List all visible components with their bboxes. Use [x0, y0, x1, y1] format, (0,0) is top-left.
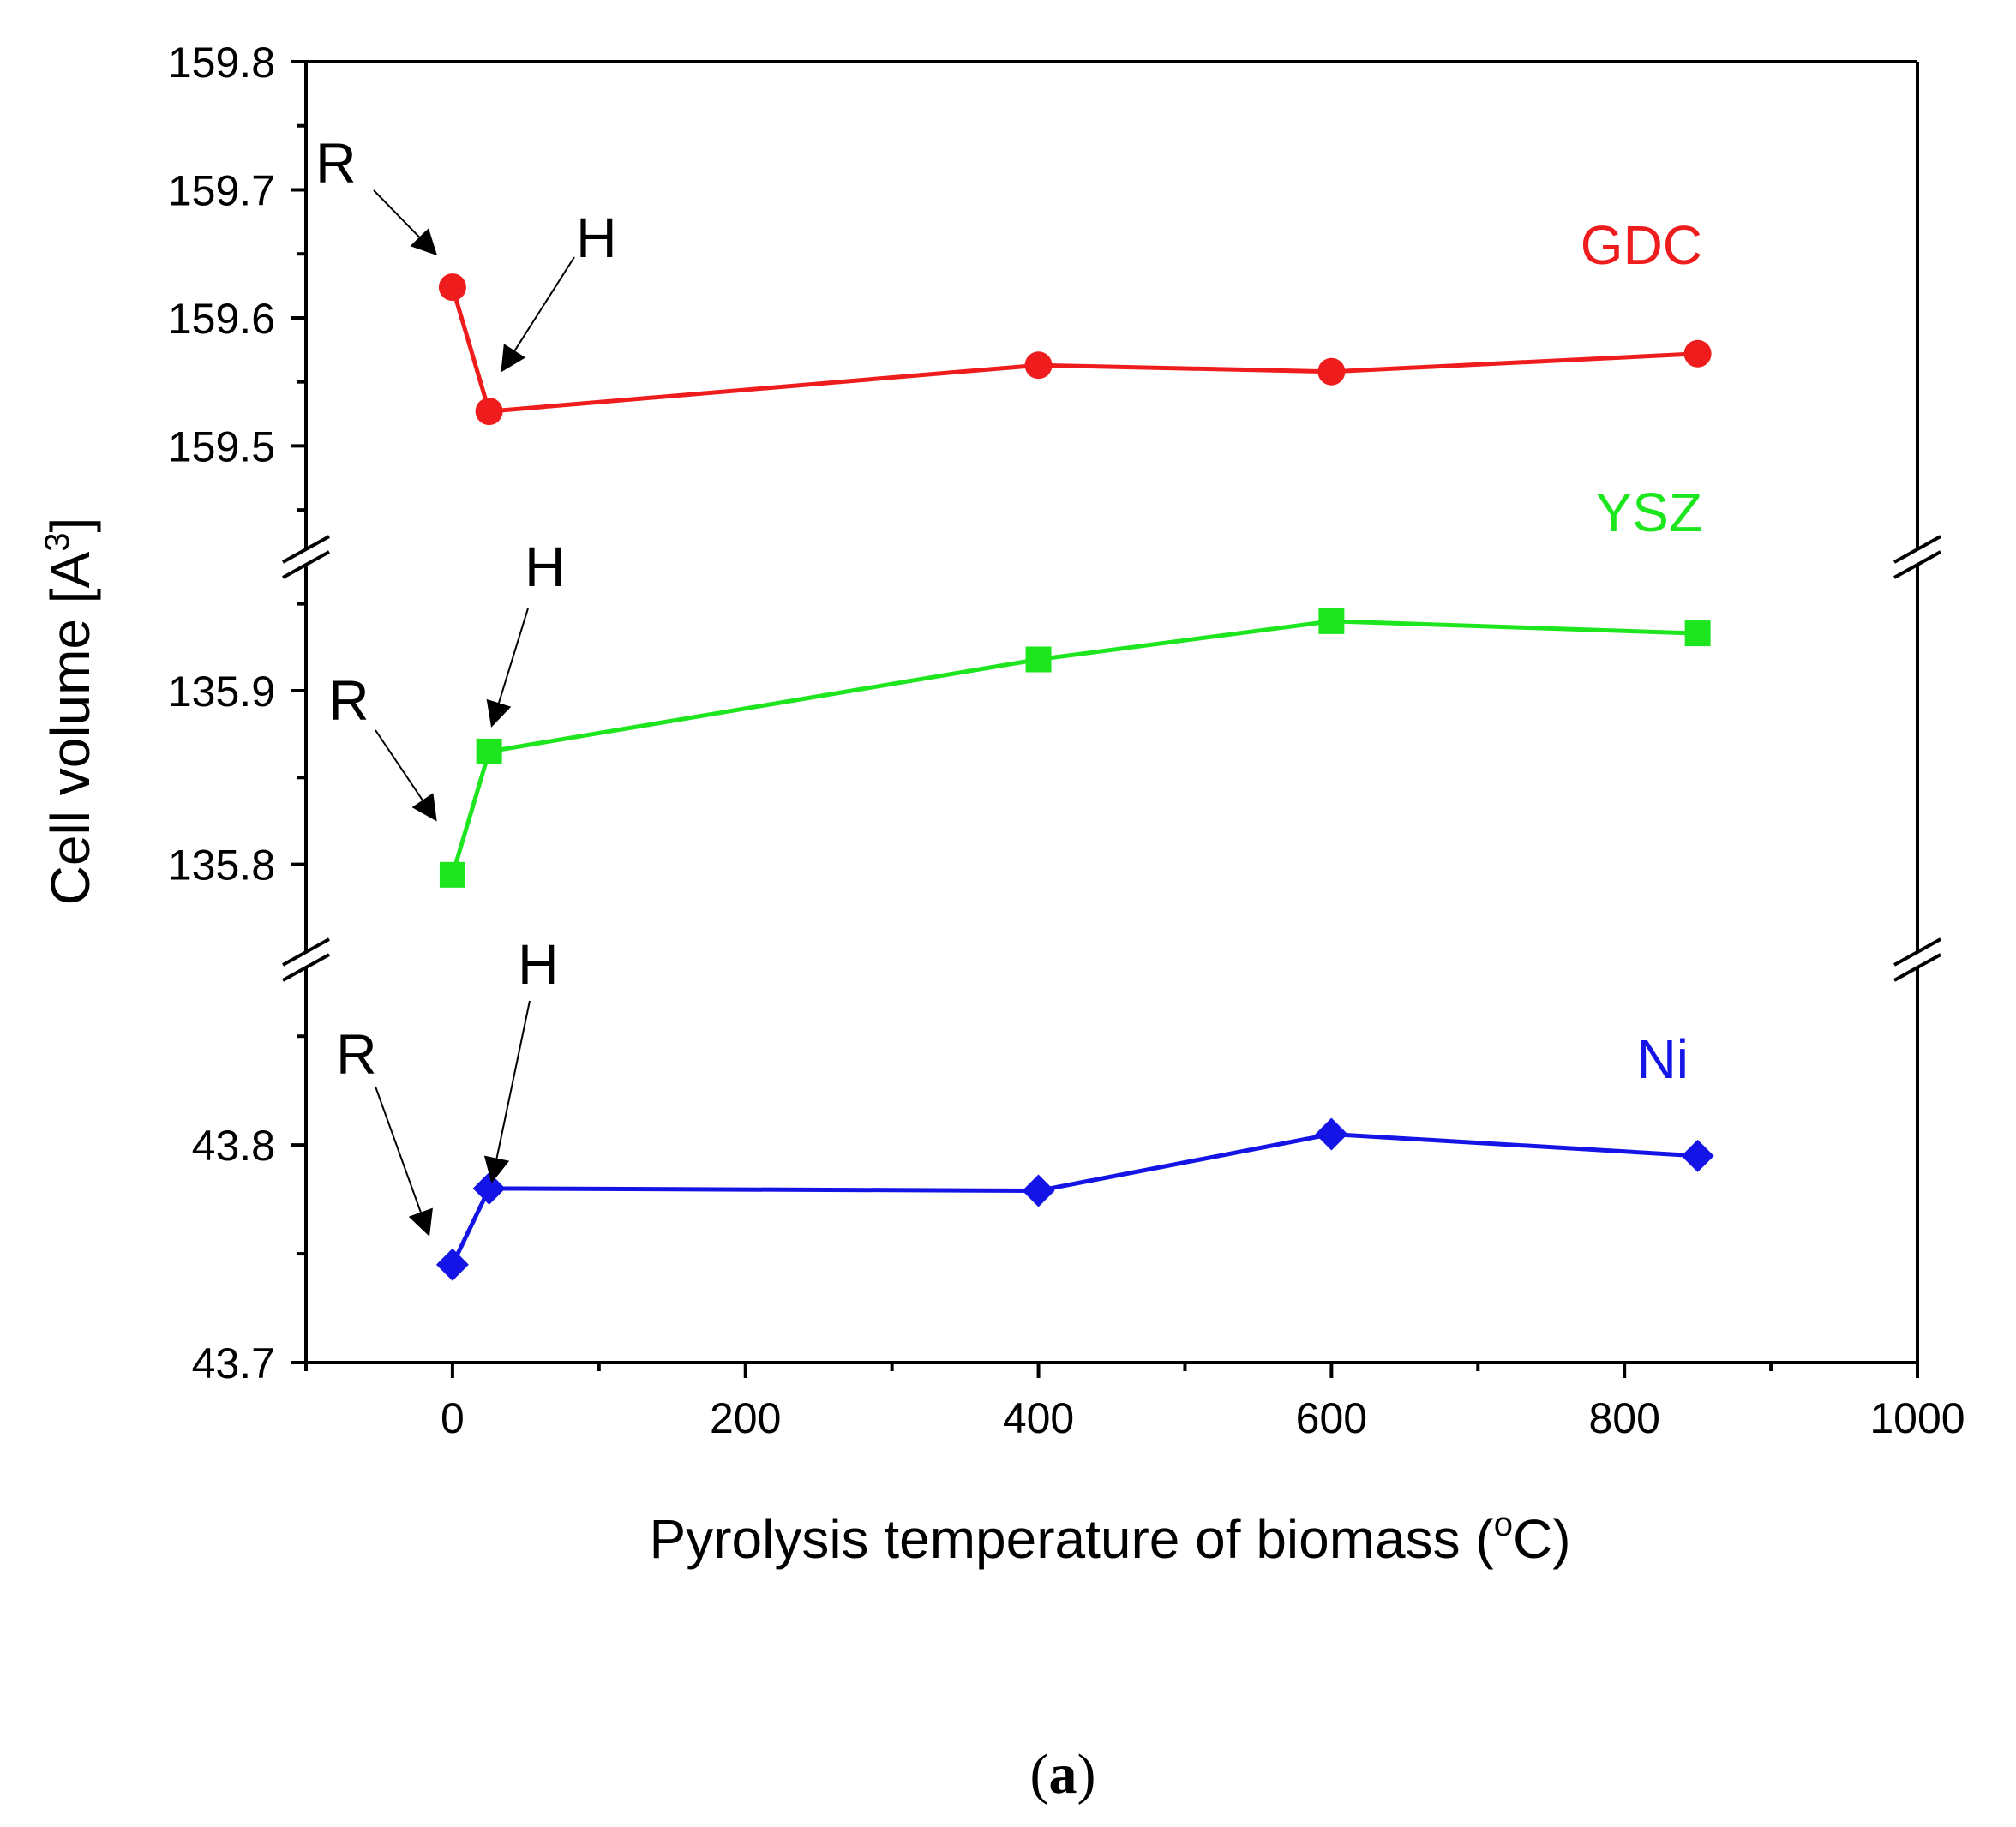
- ni-line: [450, 1131, 1698, 1266]
- ni-point: [1681, 1139, 1714, 1172]
- axis-break-right-upper-a: [1893, 535, 1941, 564]
- y-tick-label: 43.8: [192, 1122, 275, 1170]
- axis-break-left-lower-b: [282, 953, 330, 982]
- gdc-h-label: H: [576, 206, 617, 269]
- caption-letter: a: [1049, 1743, 1077, 1806]
- axis-break-marks: [282, 535, 1941, 982]
- y-tick-label: 159.6: [168, 295, 275, 343]
- x-tick-label: 0: [441, 1394, 465, 1442]
- x-axis-title-main: Pyrolysis temperature of biomass (: [650, 1508, 1494, 1570]
- ni-point: [435, 1248, 469, 1281]
- ni-point: [1315, 1117, 1348, 1151]
- gdc-r-arrow: [373, 189, 438, 256]
- y-axis-title-superscript: 3: [39, 532, 76, 551]
- axis-break-left-lower-a: [282, 937, 330, 967]
- ysz-point: [1025, 646, 1052, 673]
- ysz-point: [439, 861, 465, 888]
- ysz-r-arrow: [375, 729, 437, 822]
- ysz-r-label: R: [328, 668, 369, 732]
- figure-caption: (a): [1030, 1743, 1096, 1806]
- axis-break-right-upper-b: [1893, 550, 1941, 579]
- ysz-h-arrow: [486, 608, 529, 728]
- plot-frame: [304, 60, 1919, 1364]
- ni-r-label: R: [336, 1022, 377, 1086]
- y-tick-label: 135.9: [168, 668, 275, 716]
- x-tick-label: 200: [710, 1394, 781, 1442]
- ysz-point: [476, 738, 502, 764]
- ni-r-arrow: [375, 1086, 433, 1237]
- series-label-ysz: YSZ: [1596, 482, 1702, 543]
- x-axis-title-end: C): [1513, 1508, 1571, 1570]
- x-tick-label: 400: [1003, 1394, 1074, 1442]
- series-layer: [435, 273, 1714, 1281]
- x-tick-label: 1000: [1869, 1394, 1965, 1442]
- series-gdc: [438, 273, 1712, 426]
- x-tick-label: 800: [1588, 1394, 1659, 1442]
- y-tick-label: 159.5: [168, 422, 275, 470]
- y-tick-label: 43.7: [192, 1339, 275, 1387]
- ni-h-label: H: [518, 932, 559, 996]
- gdc-point: [1024, 351, 1053, 380]
- y-axis-title-end: ]: [39, 518, 101, 533]
- series-ysz: [439, 608, 1711, 888]
- x-axis-title: Pyrolysis temperature of biomass (oC): [650, 1506, 1571, 1570]
- series-label-gdc: GDC: [1581, 214, 1702, 276]
- gdc-point: [1683, 339, 1712, 368]
- ni-point: [472, 1171, 506, 1205]
- axis-break-right-lower-a: [1893, 937, 1941, 967]
- ysz-line: [450, 619, 1698, 876]
- y-tick-label: 159.8: [168, 39, 275, 87]
- gdc-line: [450, 286, 1698, 414]
- gdc-point: [438, 273, 466, 302]
- ni-point: [1022, 1174, 1055, 1207]
- gdc-point: [475, 398, 503, 426]
- series-label-ni: Ni: [1637, 1028, 1689, 1090]
- axis-break-left-upper-b: [282, 550, 330, 579]
- ysz-point: [1318, 608, 1345, 634]
- y-axis-title: Cell volume [A3]: [39, 518, 101, 906]
- x-axis-title-superscript: o: [1494, 1506, 1513, 1543]
- axis-break-left-upper-a: [282, 535, 330, 564]
- annotations-ysz: R H: [328, 535, 566, 822]
- y-tick-label: 159.7: [168, 166, 275, 214]
- y-axis-title-main: Cell volume [A: [39, 551, 101, 905]
- y-tick-label: 135.8: [168, 842, 275, 890]
- x-axis-ticks: 0 200 400 600 800 1000: [304, 1363, 1965, 1442]
- ysz-point: [1684, 620, 1711, 647]
- gdc-point: [1317, 357, 1346, 386]
- ni-h-arrow: [483, 1000, 531, 1183]
- annotations-gdc: R H: [315, 131, 617, 373]
- series-ni: [435, 1117, 1714, 1281]
- gdc-h-arrow: [501, 256, 575, 373]
- y-axis-ticks: 159.5 159.6 159.7 159.8 135.8 135.9 43.7 43.8: [168, 39, 306, 1387]
- caption-open: (: [1030, 1743, 1049, 1806]
- axis-break-right-lower-b: [1893, 953, 1941, 982]
- ysz-h-label: H: [525, 535, 566, 598]
- annotations-ni: R H: [336, 932, 559, 1237]
- x-tick-label: 600: [1296, 1394, 1367, 1442]
- caption-close: ): [1077, 1743, 1096, 1806]
- gdc-r-label: R: [315, 131, 357, 195]
